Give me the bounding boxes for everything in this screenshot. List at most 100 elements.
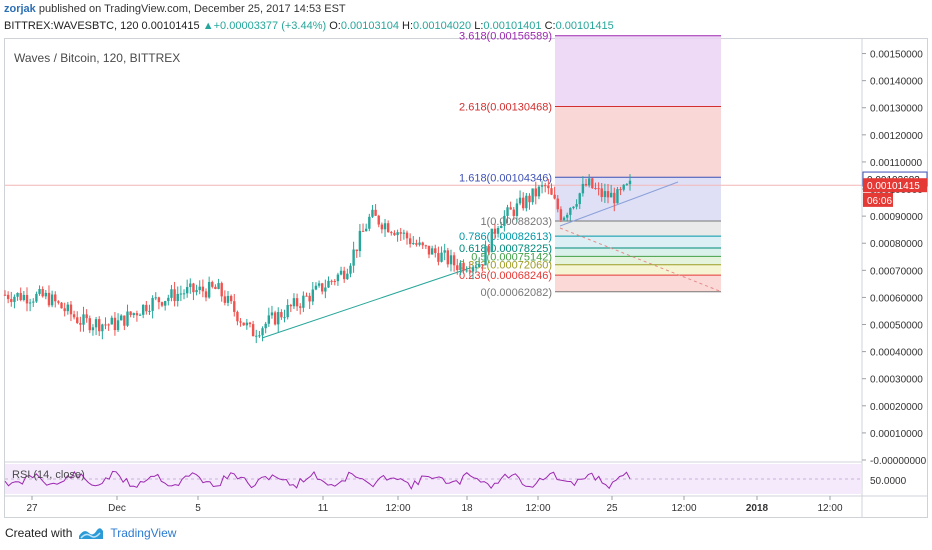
candle-body (69, 304, 73, 315)
candle-body (525, 195, 528, 209)
candle-body (292, 298, 296, 307)
candle-body (154, 297, 157, 299)
candle-body (104, 324, 107, 326)
candle-body (452, 255, 456, 266)
candle-body (361, 230, 365, 232)
fib-level-label-1: 1(0.00088203) (480, 216, 552, 228)
candle-body (57, 301, 60, 303)
chart-title: Waves / Bitcoin, 120, BITTREX (14, 51, 181, 65)
fib-level-label-1.618: 1.618(0.00104346) (459, 172, 552, 184)
candle-body (176, 293, 179, 302)
candle-body (386, 223, 390, 233)
candle-body (581, 183, 585, 194)
candle-body (587, 178, 591, 186)
candle-body (201, 286, 205, 292)
candle-body (138, 314, 142, 316)
candle-body (229, 295, 233, 302)
candle-body (500, 225, 503, 228)
candle-body (333, 280, 336, 282)
candle-body (299, 306, 302, 308)
candle-body (562, 217, 566, 220)
y-tick-label: 0.00010000 (870, 429, 923, 440)
fib-level-label-0.786: 0.786(0.00082613) (459, 231, 552, 243)
candle-body (324, 287, 327, 292)
candle-body (440, 252, 443, 262)
candle-body (515, 203, 519, 216)
candle-body (182, 293, 186, 295)
candle-body (110, 317, 113, 325)
y-tick-label: 0.00120000 (870, 131, 923, 142)
candle-body (399, 232, 402, 234)
candle-body (19, 292, 22, 301)
fib-level-label-2.618: 2.618(0.00130468) (459, 101, 552, 113)
candle-body (239, 321, 242, 323)
created-with-label: Created with (5, 526, 73, 540)
candle-body (302, 295, 305, 308)
candle-body (547, 185, 550, 189)
candle-body (364, 228, 368, 232)
candle-body (572, 206, 575, 209)
candle-body (54, 294, 57, 302)
candle-body (594, 187, 597, 189)
fib-zone-2.618 (555, 106, 721, 178)
x-tick-label: 2018 (746, 503, 769, 514)
y-tick-label: 0.00090000 (870, 212, 923, 223)
candle-body (474, 266, 478, 268)
candle-body (509, 207, 512, 210)
y-tick-label: 0.00130000 (870, 104, 923, 115)
candle-body (578, 193, 581, 205)
trend-line-support[interactable] (261, 267, 471, 339)
candle-body (459, 262, 462, 271)
last-price: 0.00101415 (141, 20, 200, 32)
candle-body (412, 243, 415, 245)
tradingview-logo-icon (79, 528, 104, 539)
candle-body (163, 301, 167, 306)
trend-line-projected[interactable] (559, 227, 723, 293)
tradingview-brand[interactable]: TradingView (110, 526, 177, 540)
candle-body (565, 214, 569, 218)
candle-body (204, 291, 208, 298)
candle-body (383, 223, 387, 230)
candle-body (528, 195, 531, 203)
candle-body (251, 324, 255, 337)
y-tick-label: -0.00000000 (870, 456, 927, 467)
open-label: O: (329, 20, 341, 32)
ohlc-line: BITTREX:WAVESBTC, 120 0.00101415 ▲+0.000… (4, 20, 614, 32)
price-tag-current (863, 178, 927, 193)
candle-body (405, 232, 409, 239)
rsi-line (4, 470, 631, 490)
candle-body (32, 301, 35, 303)
candle-body (283, 317, 286, 319)
candle-body (63, 308, 66, 312)
fib-zone-0.236 (555, 275, 721, 292)
candle-body (38, 289, 41, 294)
candle-body (28, 302, 32, 304)
candle-body (113, 317, 117, 331)
candle-body (170, 289, 173, 298)
candle-body (258, 335, 261, 337)
candle-body (317, 283, 321, 286)
trend-line-rising[interactable] (559, 181, 679, 227)
x-tick-label: 18 (461, 503, 473, 514)
chart-canvas[interactable]: 3.618(0.00156589) 2.618(0.00130468) 1.618(… (0, 0, 932, 520)
candle-body (157, 297, 161, 303)
rsi-label: RSI (14, close) (12, 469, 85, 481)
candle-body (465, 270, 468, 272)
candle-body (591, 178, 594, 188)
candle-body (606, 191, 610, 198)
candle-body (540, 185, 544, 187)
candle-body (396, 232, 399, 236)
price-tag-current-text: 06:06 (867, 196, 892, 207)
candle-body (270, 312, 274, 316)
candle-body (308, 295, 311, 302)
author-link[interactable]: zorjak (4, 3, 36, 15)
candle-body (358, 230, 362, 252)
x-tick-label: 25 (606, 503, 618, 514)
change-up-icon: ▲ (202, 20, 214, 32)
candle-body (427, 245, 431, 255)
candle-body (13, 296, 16, 302)
candle-body (471, 267, 475, 272)
candle-body (85, 314, 88, 319)
candle-body (217, 283, 220, 290)
candle-body (179, 293, 183, 295)
